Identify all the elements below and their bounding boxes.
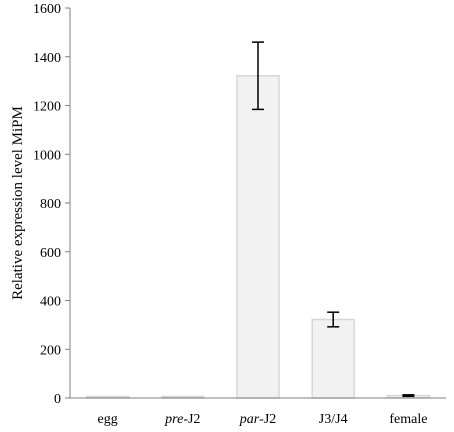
bar — [311, 318, 355, 399]
y-tick-label: 1400 — [33, 51, 61, 66]
bar — [236, 75, 280, 399]
bars — [85, 75, 431, 399]
y-tick-label: 1600 — [33, 2, 61, 17]
x-axis-labels: egg pre-J2 par-J2 J3/J4 female — [97, 412, 427, 427]
y-tick-label: 1200 — [33, 100, 61, 115]
y-tick-label: 200 — [40, 343, 61, 358]
error-bars — [252, 41, 415, 398]
y-tick-label: 1000 — [33, 148, 61, 163]
y-axis-label: Relative expression level MiPM — [10, 106, 26, 300]
y-tick-label: 400 — [40, 295, 61, 310]
error-bar — [327, 311, 340, 328]
y-tick-label: 600 — [40, 246, 61, 261]
x-tick-label: egg — [97, 412, 117, 427]
x-tick-label: pre-J2 — [164, 412, 200, 427]
error-bar — [252, 41, 264, 111]
x-tick-label: J3/J4 — [319, 412, 348, 427]
y-tick-label: 0 — [54, 392, 61, 407]
y-axis-ticks: 0 200 400 600 800 1000 1200 1400 1600 — [33, 2, 70, 407]
error-bar — [402, 394, 415, 398]
x-tick-label: female — [389, 412, 427, 427]
y-tick-label: 800 — [40, 197, 61, 212]
x-tick-label: par-J2 — [239, 412, 277, 427]
